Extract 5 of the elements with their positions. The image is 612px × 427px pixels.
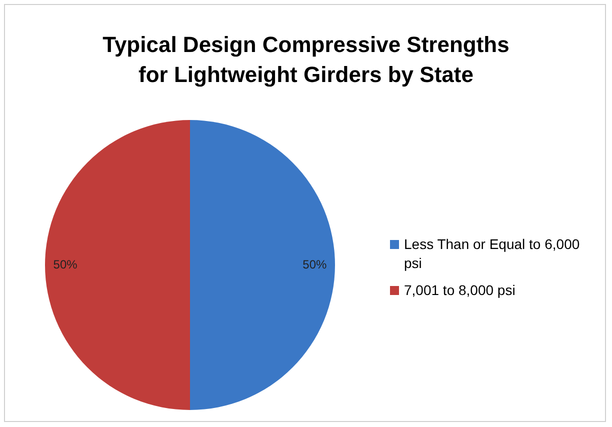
legend-label: Less Than or Equal to 6,000 psi bbox=[404, 235, 581, 273]
legend-label: 7,001 to 8,000 psi bbox=[404, 281, 516, 300]
data-label: 50% bbox=[302, 257, 328, 272]
chart-title: Typical Design Compressive Strengths for Lightweight Girders by State bbox=[102, 31, 510, 89]
data-label: 50% bbox=[53, 257, 78, 272]
